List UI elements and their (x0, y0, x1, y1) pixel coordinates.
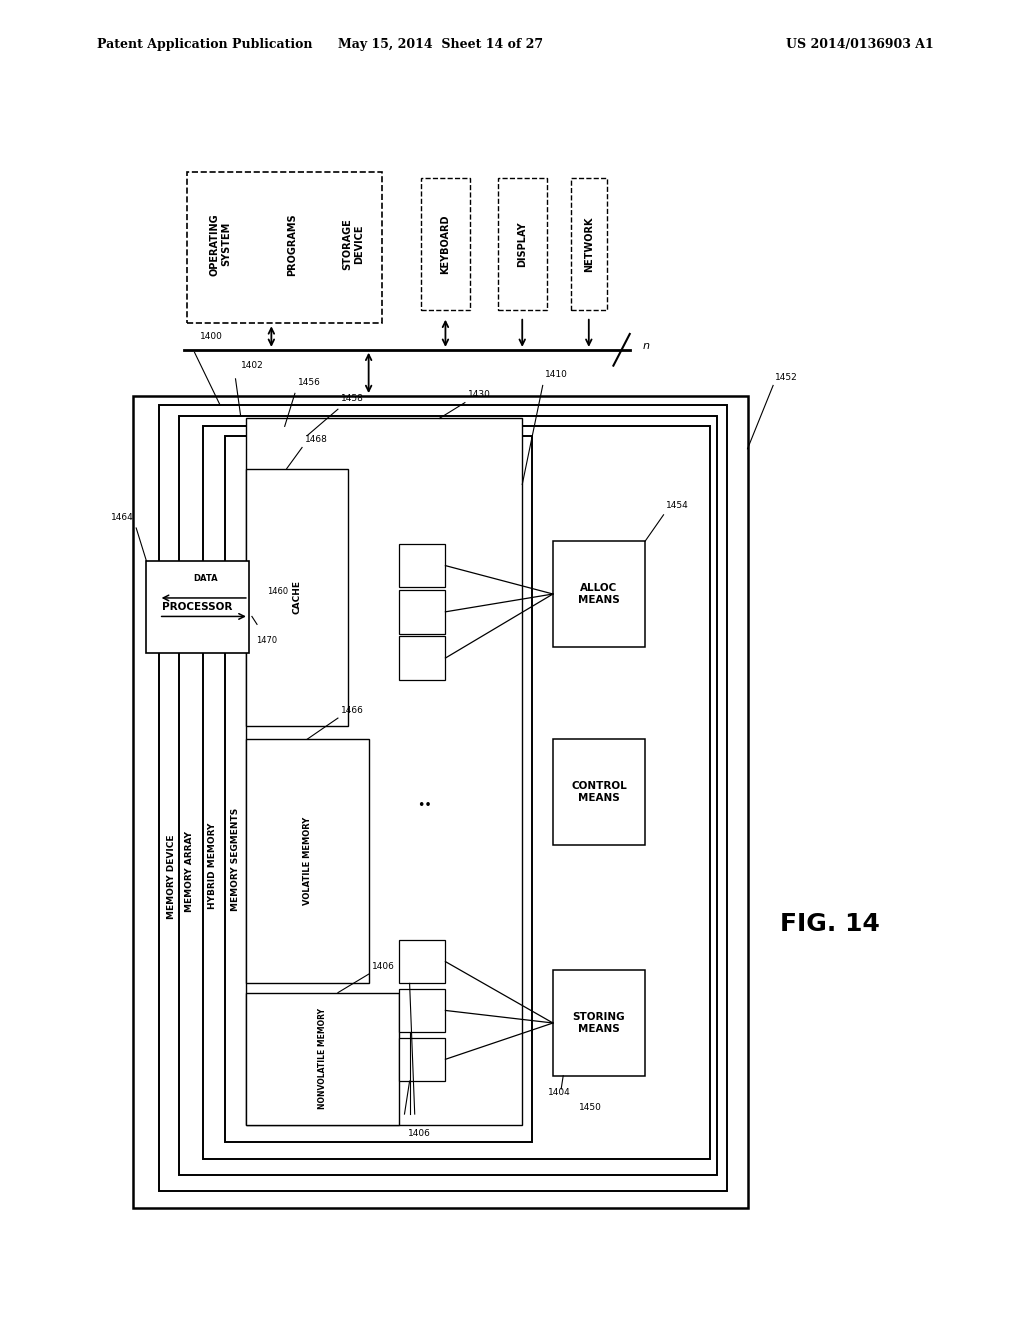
Text: OPERATING
SYSTEM: OPERATING SYSTEM (209, 213, 231, 276)
Bar (399, 590, 445, 634)
Bar (246, 739, 369, 983)
Text: 1450: 1450 (579, 1104, 601, 1111)
Text: CONTROL
MEANS: CONTROL MEANS (571, 781, 627, 803)
Bar (133, 396, 748, 1208)
Bar (225, 436, 532, 1142)
Text: 1406: 1406 (409, 1130, 431, 1138)
Bar (246, 418, 522, 1125)
Bar (329, 178, 378, 310)
Text: 1400: 1400 (200, 333, 222, 341)
Bar (553, 970, 645, 1076)
Text: 1454: 1454 (666, 502, 688, 510)
Text: 1430: 1430 (468, 391, 490, 399)
Text: MEMORY SEGMENTS: MEMORY SEGMENTS (231, 808, 240, 911)
Text: STORING
MEANS: STORING MEANS (572, 1012, 626, 1034)
Text: MEMORY ARRAY: MEMORY ARRAY (185, 830, 194, 912)
Text: Patent Application Publication: Patent Application Publication (97, 38, 312, 51)
Text: NONVOLATILE MEMORY: NONVOLATILE MEMORY (318, 1008, 327, 1109)
Text: 1456: 1456 (298, 379, 321, 387)
Bar (203, 426, 710, 1159)
Text: 1468: 1468 (305, 436, 328, 444)
Text: 1458: 1458 (341, 395, 364, 403)
Bar (193, 178, 248, 310)
Bar (399, 544, 445, 587)
Text: PROGRAMS: PROGRAMS (287, 213, 297, 276)
Text: DISPLAY: DISPLAY (517, 222, 527, 267)
Text: 1460: 1460 (267, 587, 289, 595)
Text: ALLOC
MEANS: ALLOC MEANS (579, 583, 620, 605)
Text: HYBRID MEMORY: HYBRID MEMORY (209, 822, 217, 909)
Text: 1402: 1402 (241, 362, 263, 370)
Bar (553, 541, 645, 647)
Text: 1404: 1404 (548, 1089, 570, 1097)
Bar (399, 1038, 445, 1081)
Text: US 2014/0136903 A1: US 2014/0136903 A1 (786, 38, 934, 51)
Text: DATA: DATA (194, 574, 218, 582)
Text: KEYBOARD: KEYBOARD (440, 214, 451, 275)
Text: 1464: 1464 (112, 513, 134, 521)
Bar (268, 178, 314, 310)
Text: 1466: 1466 (341, 706, 364, 714)
Bar (246, 993, 399, 1125)
Bar (421, 178, 470, 310)
Text: CACHE: CACHE (293, 581, 301, 614)
Text: 1470: 1470 (256, 636, 278, 644)
Text: May 15, 2014  Sheet 14 of 27: May 15, 2014 Sheet 14 of 27 (338, 38, 543, 51)
Text: 1406: 1406 (372, 962, 394, 970)
Text: 1452: 1452 (775, 374, 798, 381)
Text: FIG. 14: FIG. 14 (779, 912, 880, 936)
Text: STORAGE
DEVICE: STORAGE DEVICE (342, 218, 365, 271)
Bar (399, 940, 445, 983)
Bar (498, 178, 547, 310)
Bar (399, 989, 445, 1032)
Bar (159, 405, 727, 1191)
Bar (187, 172, 382, 323)
Text: MEMORY DEVICE: MEMORY DEVICE (167, 834, 175, 919)
Text: PROCESSOR: PROCESSOR (163, 602, 232, 612)
Bar (399, 636, 445, 680)
Text: ••: •• (418, 799, 432, 812)
Text: n: n (643, 341, 650, 351)
Bar (571, 178, 606, 310)
Bar (179, 416, 717, 1175)
Bar (146, 561, 249, 653)
Text: VOLATILE MEMORY: VOLATILE MEMORY (303, 817, 311, 906)
Text: NETWORK: NETWORK (584, 216, 594, 272)
Text: 1410: 1410 (545, 371, 567, 379)
Bar (553, 739, 645, 845)
Bar (246, 469, 348, 726)
